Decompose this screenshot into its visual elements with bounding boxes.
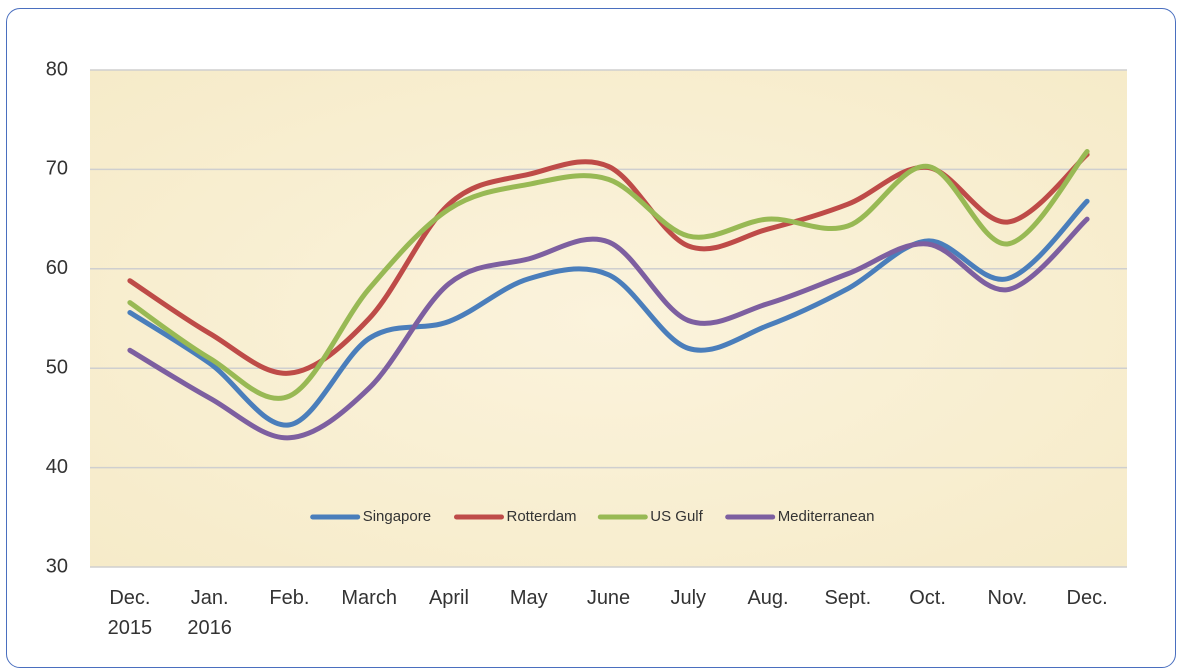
- series-line: [127, 198, 1090, 428]
- x-tick-label: July: [670, 587, 707, 609]
- page: {"chart_data": {"type": "line", "categor…: [6, 8, 1176, 668]
- x-tick-label: June: [586, 587, 631, 609]
- y-tick-label: 70: [46, 158, 68, 180]
- legend-label: Rotterdam: [507, 508, 577, 525]
- x-tick-label: May: [509, 587, 548, 609]
- x-tick-label: Nov.: [987, 587, 1028, 609]
- x-tick-label: April: [428, 587, 469, 609]
- x-tick-label: Sept.: [824, 587, 872, 609]
- x-tick-label: Dec. 2015: [107, 587, 153, 639]
- plot-area: [90, 70, 1127, 567]
- y-tick-label: 60: [46, 257, 68, 279]
- chart: 30 40 50 60 70 80 Singapore Rotterdam US Gulf Med…: [46, 58, 1127, 577]
- series-line: [127, 149, 1090, 401]
- series-line: [127, 216, 1090, 441]
- legend-label: Singapore: [363, 508, 431, 525]
- legend-label: Mediterranean: [778, 508, 875, 525]
- x-tick-label: March: [341, 587, 397, 609]
- legend-label: US Gulf: [650, 508, 703, 525]
- y-tick-label: 30: [46, 555, 68, 577]
- y-tick-label: 50: [46, 356, 68, 378]
- y-tick-label: 40: [46, 456, 68, 478]
- x-tick-label: Jan. 2016: [187, 587, 232, 639]
- x-tick-label: Aug.: [747, 587, 789, 609]
- y-tick-label: 80: [46, 58, 68, 80]
- x-tick-label: Feb.: [269, 587, 310, 609]
- x-tick-label: Dec.: [1066, 587, 1108, 609]
- x-tick-label: Oct.: [909, 587, 946, 609]
